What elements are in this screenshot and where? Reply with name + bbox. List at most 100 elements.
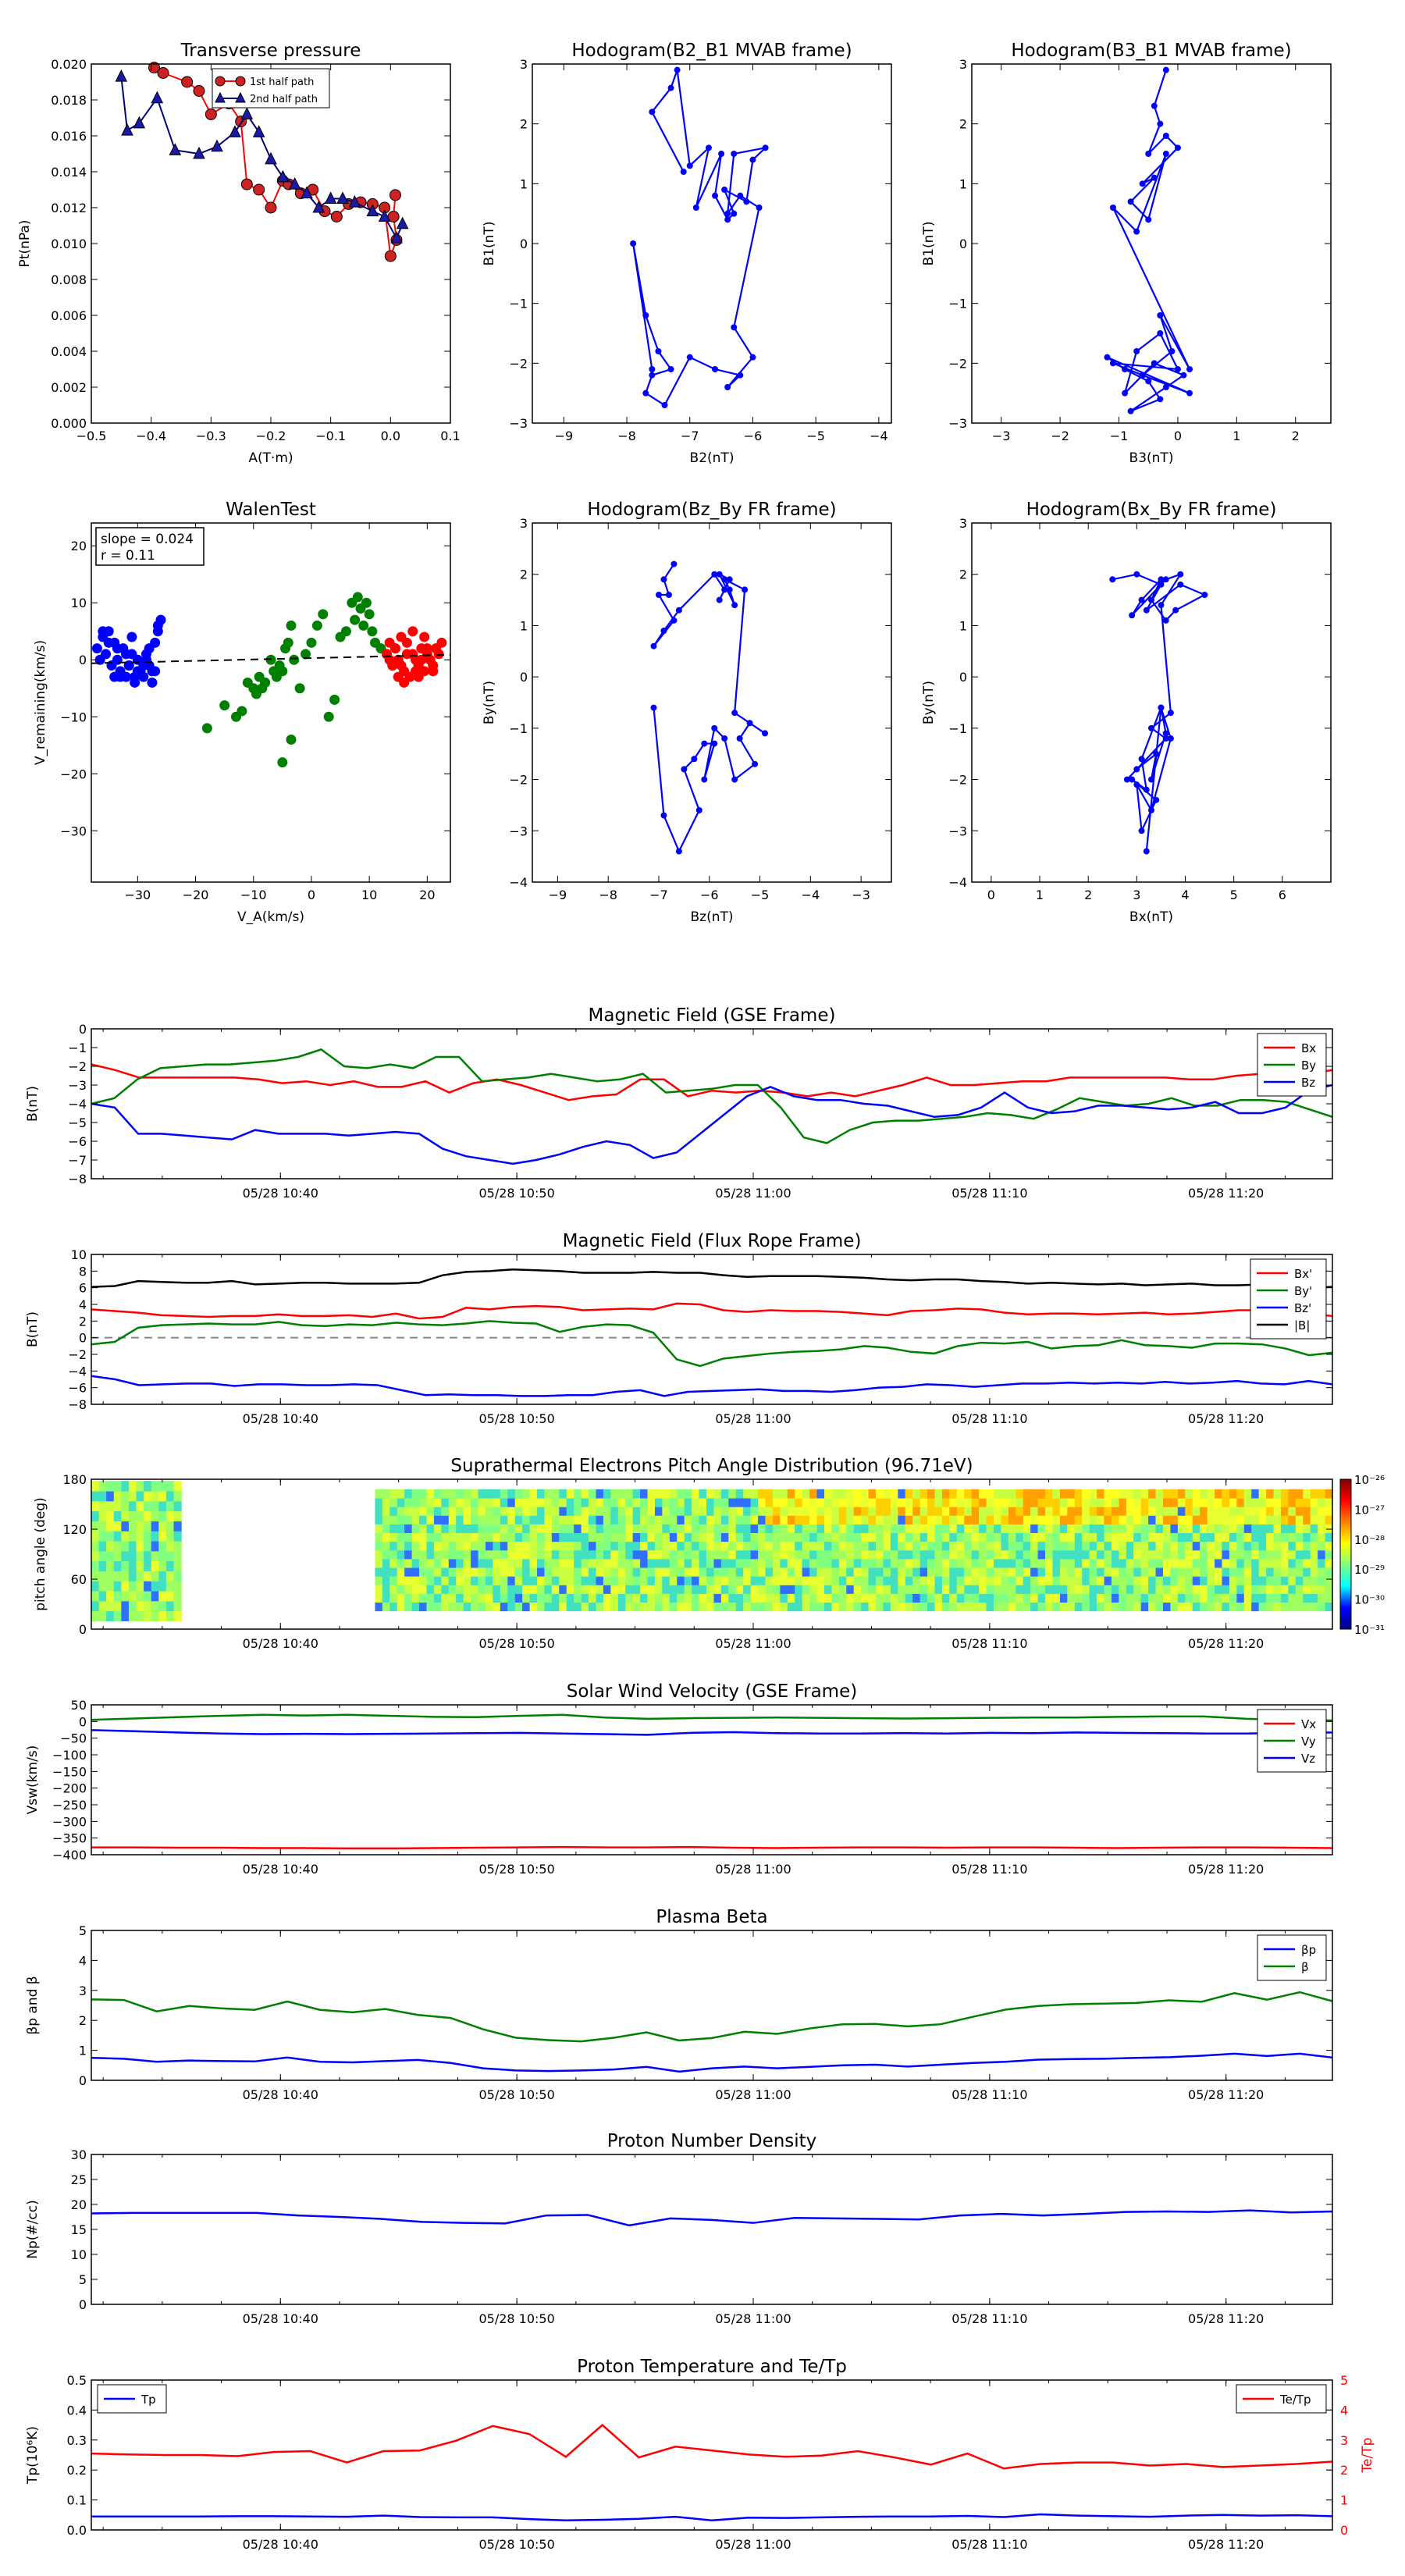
heatmap-cell [537,1585,546,1594]
x-tick-label: −0.2 [256,429,286,443]
data-point [711,740,718,747]
heatmap-cell [173,1481,182,1492]
data-point [711,571,718,578]
heatmap-cell [559,1515,567,1525]
heatmap-cell [165,1571,175,1582]
heatmap-cell [632,1585,641,1594]
heatmap-cell [1133,1489,1142,1499]
x-tick-label: 05/28 11:10 [951,2311,1027,2326]
heatmap-cell [106,1531,115,1542]
heatmap-cell [1155,1602,1164,1612]
series-line-Vx [91,1845,1333,1850]
data-point [201,723,212,734]
data-point [109,671,120,682]
heatmap-cell [551,1489,560,1499]
heatmap-cell [956,1585,965,1594]
heatmap-cell [846,1541,855,1551]
heatmap-cell [165,1490,175,1502]
heatmap-cell [537,1532,546,1542]
y-tick-label: 0 [959,237,967,251]
heatmap-cell [758,1497,767,1507]
heatmap-cell [1111,1507,1119,1516]
heatmap-cell [1140,1489,1149,1499]
heatmap-cell [448,1567,457,1577]
heatmap-cell [1266,1497,1275,1507]
heatmap-cell [816,1585,825,1594]
chart-title: Magnetic Field (Flux Rope Frame) [563,1231,862,1251]
heatmap-cell [993,1507,1002,1516]
heatmap-cell [750,1515,759,1525]
y-tick-label: −5 [68,1115,87,1130]
heatmap-cell [106,1610,115,1621]
heatmap-cell [780,1489,788,1499]
heatmap-cell [574,1497,582,1507]
heatmap-cell [1037,1602,1046,1612]
heatmap-cell [1295,1524,1304,1534]
heatmap-cell [1229,1576,1237,1585]
heatmap-cell [1170,1602,1179,1612]
heatmap-cell [964,1550,973,1560]
heatmap-cell [1207,1567,1215,1577]
x-axis-label: Bx(nT) [1129,909,1173,925]
heatmap-cell [493,1585,501,1594]
x-tick-label: 0 [308,888,315,902]
heatmap-cell [1310,1541,1318,1551]
heatmap-cell [404,1507,413,1516]
data-point [358,620,369,631]
heatmap-cell [106,1590,115,1602]
heatmap-cell [934,1507,943,1516]
data-point [205,108,217,120]
heatmap-cell [780,1532,788,1542]
heatmap-cell [787,1576,795,1585]
heatmap-cell [809,1489,818,1499]
heatmap-cell [404,1558,413,1568]
y-tick-label: −4 [948,875,967,890]
heatmap-cell [868,1541,877,1551]
data-point [649,372,656,379]
heatmap-cell [113,1531,122,1542]
heatmap-cells [91,1481,1333,1621]
heatmap-cell [617,1524,626,1534]
heatmap-cell [919,1524,928,1534]
heatmap-cell [765,1567,774,1577]
heatmap-cell [1170,1515,1179,1525]
heatmap-cell [692,1489,700,1499]
heatmap-cell [1155,1567,1164,1577]
x-tick-label: −0.1 [315,429,346,443]
heatmap-cell [758,1541,767,1551]
data-point [695,807,702,813]
data-point [746,720,753,727]
heatmap-cell [838,1532,847,1542]
heatmap-cell [846,1585,855,1594]
data-point [103,637,114,648]
y-axis-label: B1(nT) [482,222,497,266]
heatmap-cell [478,1489,486,1499]
heatmap-cell [898,1558,906,1568]
heatmap-cell [507,1593,516,1603]
heatmap-cell [1082,1602,1090,1612]
heatmap-cell [1067,1567,1076,1577]
heatmap-cell [765,1497,774,1507]
heatmap-cell [941,1558,950,1568]
data-point [650,704,657,711]
heatmap-cell [1008,1532,1016,1542]
heatmap-cell [1037,1558,1046,1568]
heatmap-cell [868,1602,877,1612]
heatmap-cell [566,1497,574,1507]
heatmap-cell [522,1558,531,1568]
heatmap-cell [772,1585,781,1594]
heatmap-cell [397,1567,405,1577]
y-axis-label: V_remaining(km/s) [33,640,48,765]
data-point [1138,756,1145,763]
heatmap-cell [1133,1550,1142,1560]
heatmap-cell [1155,1524,1164,1534]
heatmap-cell [411,1550,420,1560]
heatmap-cell [1016,1576,1024,1585]
heatmap-cell [1045,1524,1054,1534]
heatmap-cell [795,1558,803,1568]
heatmap-cell [795,1515,803,1525]
heatmap-cell [662,1567,670,1577]
heatmap-cell [463,1593,471,1603]
heatmap-cell [654,1497,663,1507]
heatmap-cell [934,1532,943,1542]
